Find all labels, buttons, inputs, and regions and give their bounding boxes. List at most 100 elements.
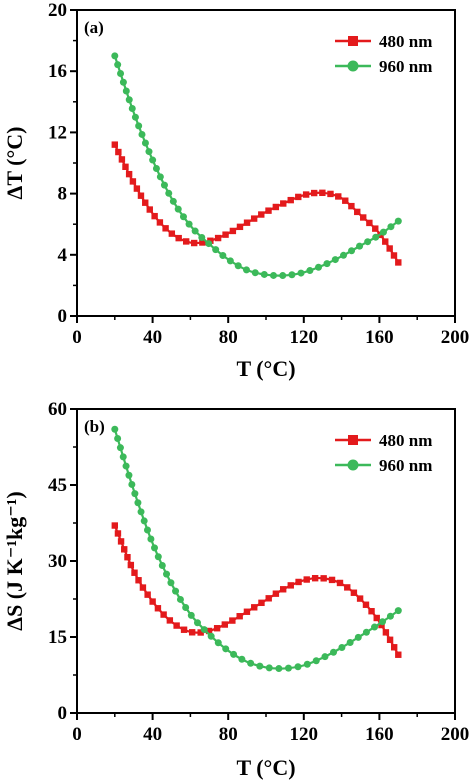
series-marker (117, 69, 125, 77)
series-marker (167, 579, 175, 587)
series-marker (258, 211, 265, 218)
series-marker (122, 87, 130, 95)
series-marker (269, 271, 277, 279)
x-tick-label: 200 (441, 327, 470, 348)
series-marker (122, 163, 129, 171)
x-axis-label: T (°C) (236, 356, 295, 381)
legend-label: 480 nm (379, 431, 432, 450)
x-axis-label: T (°C) (236, 755, 295, 780)
series-marker (222, 231, 229, 238)
series-marker (348, 247, 356, 255)
series-marker (382, 238, 389, 245)
series-marker (366, 219, 373, 227)
series-marker (284, 664, 292, 672)
legend-marker (348, 435, 358, 445)
panel-label: (b) (84, 417, 105, 436)
series-marker (138, 130, 146, 138)
series-marker (131, 569, 138, 576)
series-marker (139, 584, 147, 591)
series-marker (128, 480, 136, 488)
series-marker (199, 239, 206, 246)
series-marker (176, 595, 184, 603)
series-marker (119, 78, 127, 86)
series-marker (191, 227, 199, 235)
legend-marker (348, 36, 358, 46)
series-marker (180, 626, 188, 633)
series-marker (346, 639, 354, 647)
series-marker (344, 584, 351, 591)
series-marker (125, 471, 133, 479)
series-marker (156, 173, 164, 181)
series-marker (207, 632, 215, 640)
series-marker (137, 192, 145, 199)
series-960nm (111, 52, 402, 280)
series-marker (236, 613, 243, 620)
series-marker (272, 203, 280, 211)
series-marker (187, 611, 195, 619)
series-marker (160, 611, 167, 618)
legend-marker (347, 459, 359, 471)
series-marker (151, 212, 158, 220)
series-marker (115, 148, 122, 156)
series-marker (182, 604, 190, 612)
series-marker (368, 608, 375, 615)
series-marker (129, 178, 137, 185)
series-marker (205, 627, 213, 635)
series-marker (243, 219, 251, 226)
series-marker (279, 272, 287, 280)
series-marker (390, 252, 398, 259)
series-marker (152, 164, 160, 172)
series-marker (311, 574, 319, 582)
series-marker (162, 225, 169, 232)
series-marker (118, 156, 126, 163)
series-marker (320, 575, 327, 582)
x-tick-label: 0 (72, 724, 82, 745)
x-tick-label: 200 (441, 724, 470, 745)
series-marker (321, 653, 329, 661)
series-marker (140, 517, 148, 525)
series-marker (272, 590, 280, 597)
series-marker (372, 225, 379, 232)
series-marker (156, 219, 164, 226)
series-marker (310, 189, 318, 197)
series-marker (295, 193, 302, 201)
series-marker (360, 214, 367, 221)
series-marker (295, 578, 302, 586)
series-marker (190, 239, 198, 247)
series-marker (387, 223, 395, 231)
series-marker (356, 242, 364, 250)
y-tick-label: 4 (58, 245, 68, 266)
series-marker (287, 582, 294, 589)
series-marker (131, 113, 139, 121)
series-marker (135, 577, 142, 584)
series-marker (166, 617, 174, 624)
series-marker (348, 202, 355, 210)
series-marker (229, 617, 236, 624)
legend-label: 960 nm (379, 456, 432, 475)
series-marker (319, 189, 326, 197)
series-marker (111, 52, 119, 60)
y-tick-label: 8 (58, 184, 68, 205)
series-marker (111, 425, 119, 433)
series-marker (390, 644, 398, 651)
y-tick-label: 60 (48, 399, 67, 420)
series-marker (121, 546, 128, 553)
series-marker (158, 562, 166, 570)
series-marker (323, 260, 331, 268)
series-marker (124, 554, 131, 561)
series-marker (149, 156, 157, 164)
series-marker (386, 612, 394, 620)
series-marker (251, 269, 259, 277)
series-marker (394, 607, 402, 615)
series-marker (168, 230, 176, 237)
series-marker (135, 122, 143, 130)
series-marker (302, 191, 310, 198)
series-marker (142, 199, 149, 206)
series-480nm (111, 522, 402, 658)
series-marker (182, 238, 190, 245)
series-marker (173, 622, 180, 629)
series-marker (125, 170, 133, 178)
series-marker (174, 205, 182, 213)
x-tick-label: 120 (290, 327, 319, 348)
series-marker (198, 233, 206, 241)
